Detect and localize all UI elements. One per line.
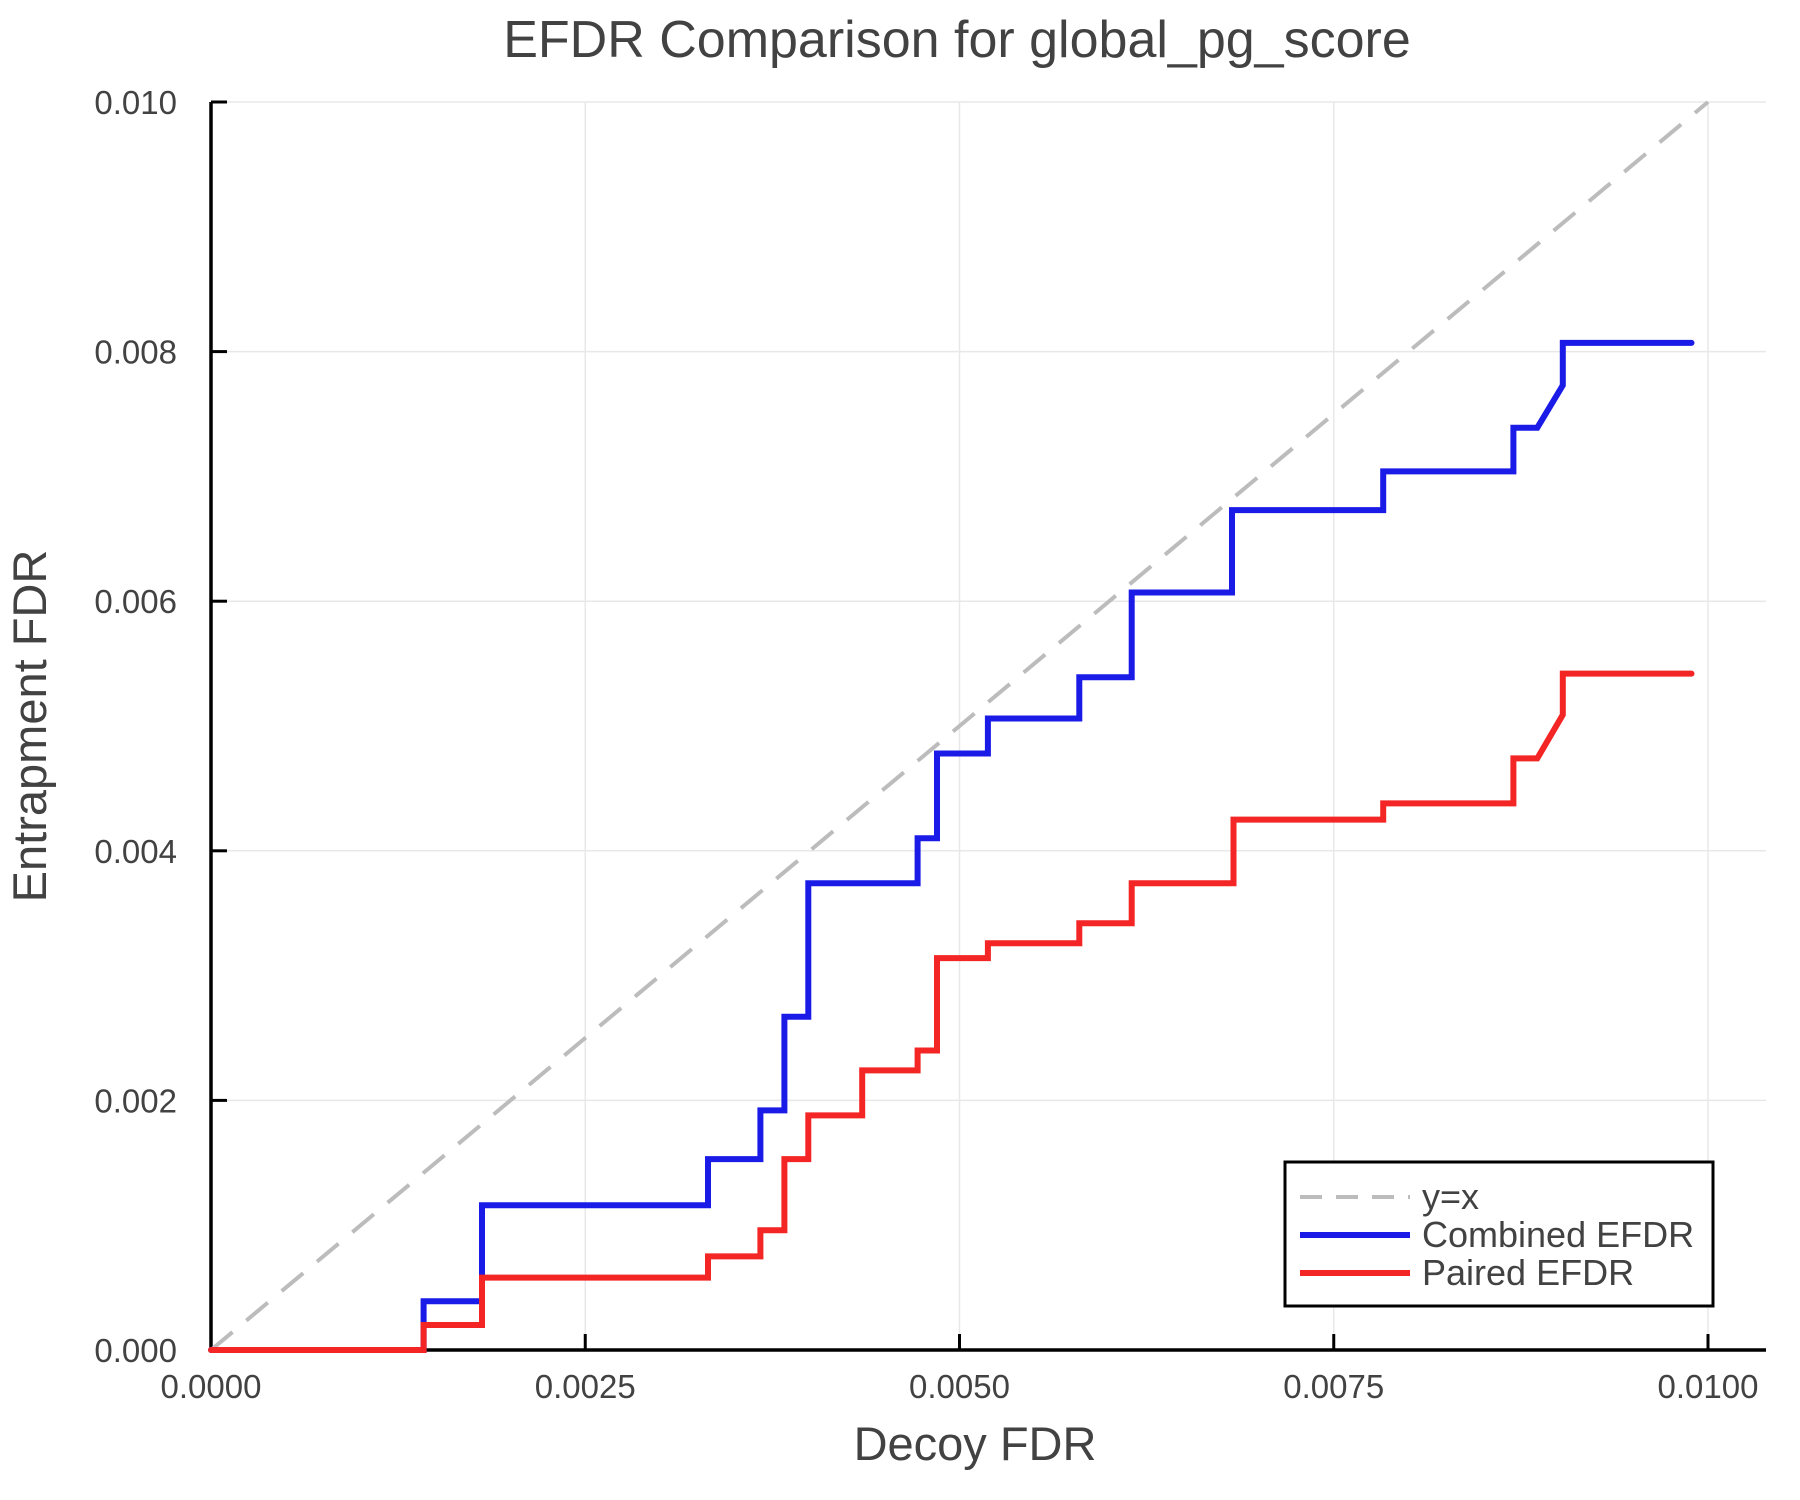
y-tick-label: 0.008 bbox=[94, 334, 177, 371]
series-y-x bbox=[209, 100, 1710, 1352]
y-tick-label: 0.002 bbox=[94, 1082, 177, 1119]
legend: y=x Combined EFDR Paired EFDR bbox=[1283, 1160, 1715, 1308]
gridlines bbox=[211, 101, 1766, 1350]
y-tick-label: 0.010 bbox=[94, 84, 177, 121]
legend-label-paired: Paired EFDR bbox=[1422, 1252, 1634, 1293]
x-tick-label: 0.0075 bbox=[1283, 1368, 1384, 1405]
y-tick-label: 0.000 bbox=[94, 1332, 177, 1369]
x-tick-label: 0.0000 bbox=[161, 1368, 262, 1405]
y-axis-label: Entrapment FDR bbox=[3, 550, 56, 903]
series-paired-efdr bbox=[208, 670, 1695, 1353]
tick-labels: 0.0000 0.0025 0.0050 0.0075 0.0100 0.000 0.002… bbox=[94, 84, 1758, 1405]
x-tick-label: 0.0100 bbox=[1658, 1368, 1759, 1405]
series-lines bbox=[208, 100, 1710, 1353]
x-axis-label: Decoy FDR bbox=[854, 1417, 1097, 1470]
x-tick-label: 0.0050 bbox=[909, 1368, 1010, 1405]
x-tick-label: 0.0025 bbox=[535, 1368, 636, 1405]
series-combined-efdr bbox=[208, 339, 1695, 1353]
legend-label-yx: y=x bbox=[1422, 1176, 1479, 1217]
y-tick-label: 0.004 bbox=[94, 833, 177, 870]
chart-title: EFDR Comparison for global_pg_score bbox=[503, 11, 1411, 69]
legend-label-combined: Combined EFDR bbox=[1422, 1214, 1694, 1255]
y-tick-label: 0.006 bbox=[94, 583, 177, 620]
